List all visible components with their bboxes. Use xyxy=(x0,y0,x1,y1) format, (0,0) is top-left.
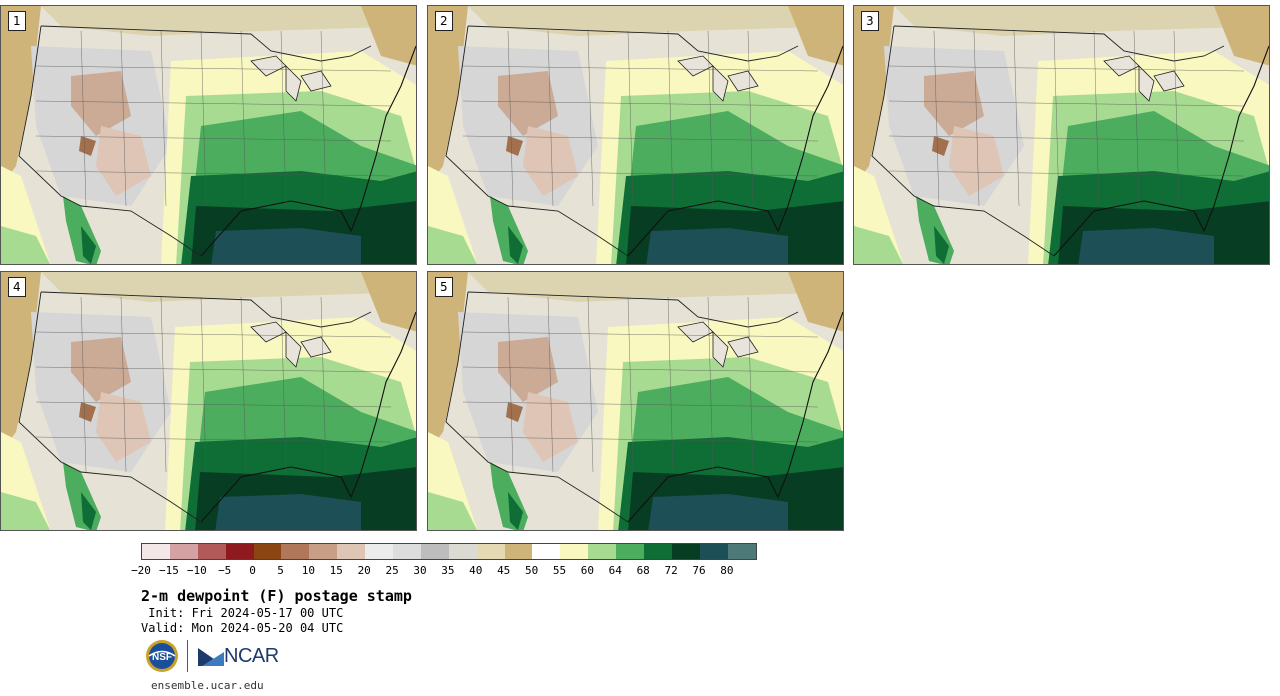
colorbar-tick-label: 10 xyxy=(301,564,316,577)
colorbar-tick-label: 72 xyxy=(664,564,678,577)
colorbar-swatch xyxy=(225,544,254,559)
logo-bar: NSF NCAR xyxy=(145,639,279,673)
stamp-panel-2: 2 xyxy=(427,5,844,265)
panel-number: 5 xyxy=(435,277,453,297)
dewpoint-map-2 xyxy=(428,6,843,264)
nsf-logo-icon: NSF xyxy=(146,640,178,672)
colorbar-tick-label: 0 xyxy=(249,564,256,577)
colorbar-tick-label: 64 xyxy=(608,564,622,577)
ncar-text: NCAR xyxy=(224,644,279,667)
colorbar-swatch xyxy=(644,544,672,559)
dewpoint-map-1 xyxy=(1,6,416,264)
colorbar-swatch xyxy=(197,544,226,559)
ncar-logo: NCAR xyxy=(198,645,279,668)
colorbar-swatch xyxy=(337,544,366,559)
colorbar-swatch xyxy=(699,544,728,559)
colorbar-ticks: −20 −15 −10 −5 0 5 10 15 20 25 30 35 40 45 50 55 60 64 68 7… xyxy=(131,564,761,578)
colorbar-tick-label: 30 xyxy=(413,564,427,577)
stamp-panel-1: 1 xyxy=(0,5,417,265)
colorbar-tick-label: 68 xyxy=(636,564,650,577)
colorbar-swatch xyxy=(281,544,310,559)
valid-time: Valid: Mon 2024-05-20 04 UTC xyxy=(141,621,344,635)
colorbar-swatch xyxy=(420,544,449,559)
colorbar-swatch xyxy=(253,544,282,559)
dewpoint-map-5 xyxy=(428,272,843,530)
panel-number: 1 xyxy=(8,11,26,31)
colorbar-tick-label: 45 xyxy=(497,564,511,577)
colorbar xyxy=(141,543,757,560)
colorbar-tick-label: 60 xyxy=(580,564,595,577)
svg-text:NSF: NSF xyxy=(152,652,172,663)
colorbar-tick-label: −10 xyxy=(186,564,207,577)
stamp-panel-4: 4 xyxy=(0,271,417,531)
colorbar-tick-label: 50 xyxy=(524,564,539,577)
colorbar-swatch xyxy=(142,544,170,559)
colorbar-swatch xyxy=(365,544,394,559)
colorbar-swatch xyxy=(309,544,338,559)
colorbar-tick-label: 25 xyxy=(385,564,399,577)
logo-divider xyxy=(187,640,188,672)
init-time: Init: Fri 2024-05-17 00 UTC xyxy=(141,606,344,620)
chart-title: 2-m dewpoint (F) postage stamp xyxy=(141,587,412,605)
colorbar-tick-label: 55 xyxy=(552,564,567,577)
colorbar-swatch xyxy=(671,544,700,559)
dewpoint-map-3 xyxy=(854,6,1269,264)
colorbar-swatch xyxy=(727,544,756,559)
colorbar-swatch xyxy=(616,544,645,559)
colorbar-swatch xyxy=(588,544,617,559)
colorbar-swatch xyxy=(169,544,198,559)
colorbar-tick-label: 80 xyxy=(720,564,734,577)
panel-number: 2 xyxy=(435,11,453,31)
colorbar-tick-label: 20 xyxy=(357,564,371,577)
colorbar-tick-label: −5 xyxy=(218,564,232,577)
colorbar-tick-label: 76 xyxy=(692,564,706,577)
panel-number: 4 xyxy=(8,277,26,297)
colorbar-tick-label: −15 xyxy=(158,564,179,577)
colorbar-tick-label: 40 xyxy=(469,564,483,577)
colorbar-swatch xyxy=(560,544,589,559)
colorbar-swatch xyxy=(476,544,505,559)
colorbar-swatch xyxy=(448,544,477,559)
colorbar-swatch xyxy=(504,544,533,559)
stamp-panel-3: 3 xyxy=(853,5,1270,265)
site-url: ensemble.ucar.edu xyxy=(151,679,264,692)
colorbar-swatch xyxy=(393,544,421,559)
colorbar-tick-label: −20 xyxy=(131,564,151,577)
ncar-mark-icon xyxy=(198,648,224,666)
colorbar-swatch xyxy=(532,544,561,559)
colorbar-tick-label: 5 xyxy=(277,564,284,577)
panel-number: 3 xyxy=(861,11,879,31)
colorbar-tick-label: 35 xyxy=(441,564,455,577)
colorbar-tick-label: 15 xyxy=(329,564,343,577)
stamp-panel-5: 5 xyxy=(427,271,844,531)
dewpoint-map-4 xyxy=(1,272,416,530)
